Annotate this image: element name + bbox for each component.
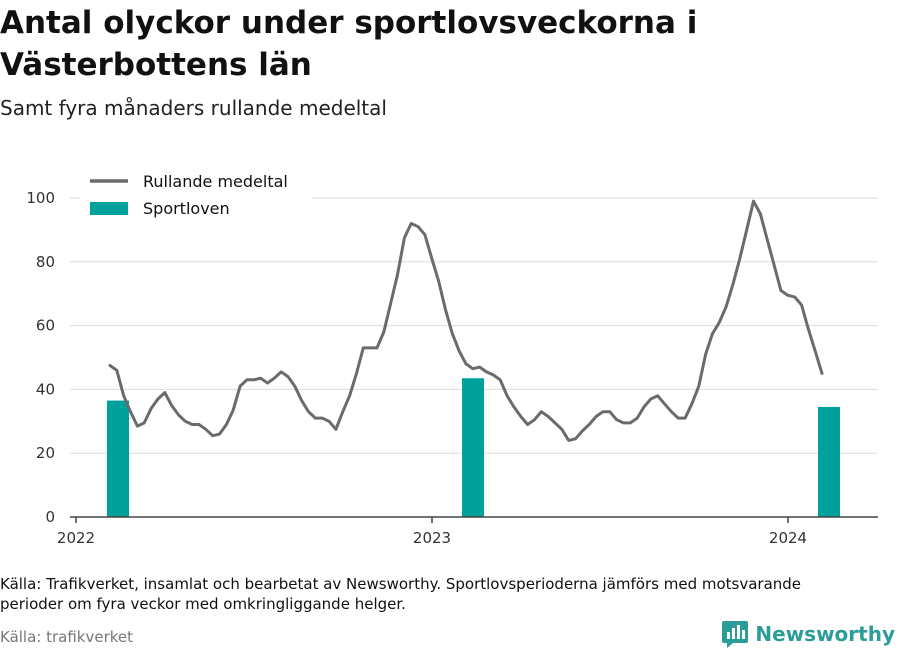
y-tick-label: 0 xyxy=(45,508,55,526)
brand-name: Newsworthy xyxy=(755,622,895,646)
y-tick-label: 20 xyxy=(36,444,55,462)
x-tick-label: 2024 xyxy=(769,529,807,547)
bar-sportloven xyxy=(107,400,129,517)
x-tick-label: 2022 xyxy=(57,529,95,547)
y-tick-label: 40 xyxy=(36,380,55,398)
brand[interactable]: Newsworthy xyxy=(721,619,895,649)
line-rullande-medeltal xyxy=(108,199,824,442)
y-tick-label: 60 xyxy=(36,317,55,335)
source-label: Källa: trafikverket xyxy=(0,628,134,646)
legend-bar-swatch xyxy=(90,202,128,215)
line-series xyxy=(108,199,824,442)
bar-sportloven xyxy=(818,406,840,517)
legend-label-line: Rullande medeltal xyxy=(143,172,288,191)
source-note: Källa: Trafikverket, insamlat och bearbe… xyxy=(0,575,802,613)
newsworthy-logo-icon xyxy=(722,621,749,648)
axes: 0 20 40 60 80 100 2022 2023 2024 xyxy=(26,189,878,547)
bar-sportloven xyxy=(462,378,484,517)
chart-title: Antal olyckor under sportlovsveckorna i … xyxy=(0,5,698,83)
y-tick-label: 80 xyxy=(36,253,55,271)
chart: 0 20 40 60 80 100 2022 2023 2024 Rullande medelt… xyxy=(26,170,878,547)
bar-series xyxy=(107,378,840,517)
chart-subtitle: Samt fyra månaders rullande medeltal xyxy=(0,96,387,120)
legend-label-bar: Sportloven xyxy=(143,199,230,218)
x-tick-label: 2023 xyxy=(413,529,451,547)
legend: Rullande medeltal Sportloven xyxy=(80,170,312,228)
y-tick-label: 100 xyxy=(26,189,55,207)
